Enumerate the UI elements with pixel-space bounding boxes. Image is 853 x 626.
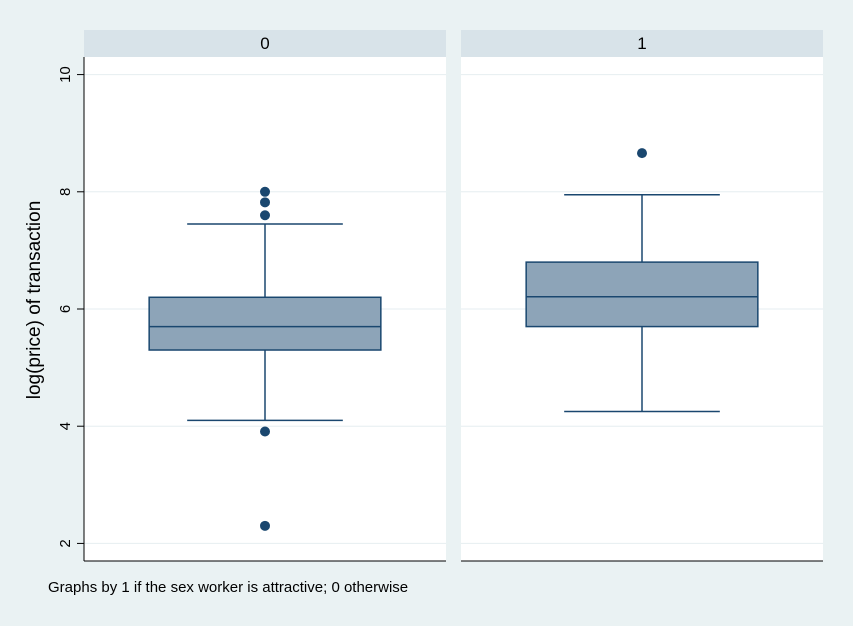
y-tick-label: 10 xyxy=(57,66,74,83)
panel-1-header-label: 1 xyxy=(637,34,646,53)
graphs-by-note: Graphs by 1 if the sex worker is attract… xyxy=(48,579,408,596)
panel-0-outlier xyxy=(260,197,270,208)
y-tick-label: 4 xyxy=(57,422,74,430)
panel-1-outlier xyxy=(637,148,647,159)
y-axis-label: log(price) of transaction xyxy=(24,201,45,400)
panel-0-outlier xyxy=(260,520,270,531)
panel-0-box xyxy=(148,296,382,351)
y-tick-label: 6 xyxy=(57,305,74,313)
panel-1-header xyxy=(461,30,823,57)
panel-1-box xyxy=(525,261,759,328)
y-tick-label: 2 xyxy=(57,539,74,547)
panel-0-outlier xyxy=(260,186,270,197)
panel-0-header-label: 0 xyxy=(260,34,269,53)
y-tick-label: 8 xyxy=(57,188,74,196)
panel-0-outlier xyxy=(260,426,270,437)
panel-0-header xyxy=(84,30,446,57)
panel-0-outlier xyxy=(260,210,270,221)
